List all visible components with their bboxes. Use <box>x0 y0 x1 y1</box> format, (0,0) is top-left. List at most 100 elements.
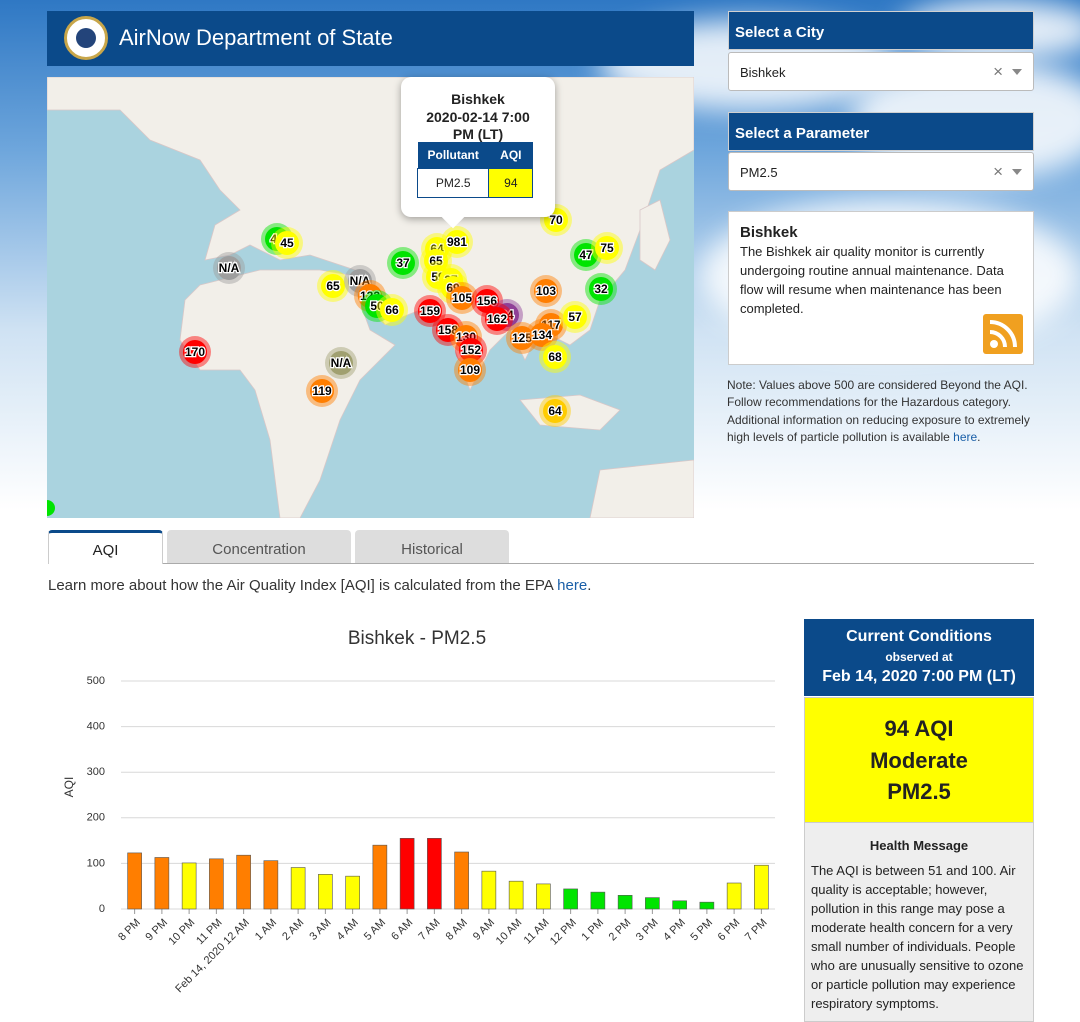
city-value: Bishkek <box>740 65 786 80</box>
marker-dot <box>459 338 483 362</box>
tab[interactable]: AQI <box>48 530 163 564</box>
bar <box>127 852 142 910</box>
cc-aqi: 94 AQI <box>884 716 954 741</box>
marker-label: N/A <box>219 261 240 275</box>
map-marker[interactable]: N/A <box>213 252 245 284</box>
bar <box>263 860 279 910</box>
marker-label: 981 <box>447 235 467 249</box>
map-marker[interactable]: 159 <box>414 295 446 327</box>
map-marker[interactable]: 57 <box>559 301 591 333</box>
map-marker[interactable]: N/A <box>325 347 357 379</box>
map-marker[interactable]: 64 <box>539 395 571 427</box>
info-text: The Bishkek air quality monitor is curre… <box>740 244 1004 316</box>
popup-city: Bishkek <box>451 91 505 107</box>
bar <box>345 875 360 910</box>
map-marker[interactable]: 37 <box>387 247 419 279</box>
map-marker[interactable]: 45 <box>271 227 303 259</box>
city-select[interactable]: Bishkek × <box>728 52 1034 91</box>
map-marker[interactable]: 32 <box>585 273 617 305</box>
note: Note: Values above 500 are considered Be… <box>727 377 1033 447</box>
map-marker[interactable]: 170 <box>179 336 211 368</box>
map-marker[interactable]: 119 <box>306 375 338 407</box>
clear-button[interactable]: × <box>993 62 1003 81</box>
chart: Bishkek - PM2.5 AQI 0 100 200 300 400 500 8 PM… <box>62 628 775 995</box>
map[interactable]: 4445N/A37649816570477565N/A1225066593769… <box>47 77 694 518</box>
tab-label: Concentration <box>212 541 306 558</box>
x-tick-label: 6 PM <box>716 917 743 944</box>
tab-label: AQI <box>92 542 119 559</box>
x-tick-label: 4 PM <box>661 917 688 944</box>
map-marker[interactable]: 109 <box>454 354 486 386</box>
clear-button[interactable]: × <box>993 162 1003 181</box>
parameter-heading-text: Select a Parameter <box>735 125 870 142</box>
map-marker[interactable]: 68 <box>539 341 571 373</box>
bar <box>672 900 687 910</box>
marker-dot <box>595 236 619 260</box>
popup-cell: PM2.5 <box>416 168 490 198</box>
map-marker[interactable]: 75 <box>591 232 623 264</box>
bar <box>617 895 633 910</box>
map-marker[interactable]: 162 <box>481 303 513 335</box>
map-marker[interactable]: 134 <box>526 319 558 351</box>
map-marker[interactable]: 981 <box>441 226 473 258</box>
health-message: Health Message The AQI is between 51 and… <box>804 822 1034 1022</box>
marker-dot <box>543 345 567 369</box>
tab[interactable]: Concentration <box>167 530 351 564</box>
map-marker-edge[interactable] <box>47 500 55 516</box>
map-popup: Bishkek 2020-02-14 7:00 PM (LT) Pollutan… <box>401 77 555 217</box>
map-marker[interactable]: 66 <box>376 294 408 326</box>
marker-dot <box>475 289 499 313</box>
marker-label: 152 <box>461 343 481 357</box>
rss-icon[interactable] <box>983 314 1023 354</box>
epa-link[interactable]: here <box>557 577 588 594</box>
map-marker[interactable]: 105 <box>446 282 478 314</box>
marker-label: 68 <box>548 350 562 364</box>
header: AirNow Department of State <box>47 11 694 66</box>
y-tick-label: 500 <box>87 675 105 687</box>
marker-dot <box>485 307 509 331</box>
marker-label: 105 <box>452 291 472 305</box>
note-text: Note: Values above 500 are considered Be… <box>727 378 1030 445</box>
map-marker[interactable]: 65 <box>317 270 349 302</box>
bar <box>645 897 660 910</box>
y-tick-label: 100 <box>87 857 105 869</box>
marker-label: 162 <box>487 312 507 326</box>
city-heading: Select a City <box>728 11 1034 50</box>
cc-time: Feb 14, 2020 7:00 PM (LT) <box>822 668 1016 685</box>
epa-text: Learn more about how the Air Quality Ind… <box>48 577 558 594</box>
map-marker[interactable]: 47 <box>570 239 602 271</box>
marker-dot <box>380 298 404 322</box>
note-link[interactable]: here <box>953 430 978 445</box>
y-tick-label: 0 <box>99 903 105 915</box>
bar <box>536 883 551 910</box>
x-tick-label: 7 PM <box>743 917 770 944</box>
dropdown-arrow[interactable] <box>1012 169 1022 175</box>
y-axis-label: AQI <box>62 777 76 798</box>
current-conditions-aqi: 94 AQI Moderate PM2.5 <box>804 697 1034 823</box>
marker-label: 159 <box>420 304 440 318</box>
info-title: Bishkek <box>740 224 798 241</box>
map-marker[interactable]: 125 <box>506 322 538 354</box>
bar <box>399 838 415 910</box>
map-marker[interactable]: 156 <box>471 285 503 317</box>
marker-label: 70 <box>549 213 563 227</box>
map-marker[interactable]: 152 <box>455 334 487 366</box>
marker-dot <box>275 231 299 255</box>
marker-label: 45 <box>280 236 294 250</box>
marker-dot <box>510 326 534 350</box>
map-marker[interactable]: 103 <box>530 275 562 307</box>
marker-dot <box>445 230 469 254</box>
parameter-value: PM2.5 <box>740 165 778 180</box>
tab[interactable]: Historical <box>355 530 509 564</box>
marker-dot <box>543 399 567 423</box>
health-title: Health Message <box>869 838 969 853</box>
marker-dot <box>183 340 207 364</box>
marker-label: N/A <box>331 356 352 370</box>
parameter-select[interactable]: PM2.5 × <box>728 152 1034 191</box>
x-tick-label: 4 AM <box>335 917 361 943</box>
marker-label: 66 <box>385 303 399 317</box>
rss-glyph <box>989 320 1017 348</box>
y-tick-label: 400 <box>87 721 105 733</box>
dropdown-arrow[interactable] <box>1012 69 1022 75</box>
marker-dot <box>418 299 442 323</box>
